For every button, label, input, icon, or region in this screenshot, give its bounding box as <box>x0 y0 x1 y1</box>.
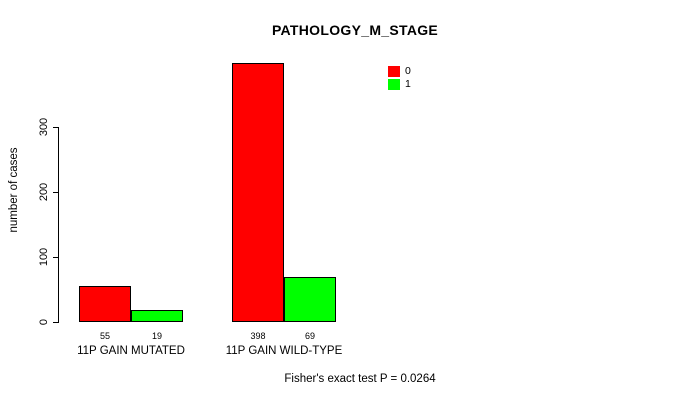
y-tick-label: 100 <box>38 247 50 267</box>
bar-count-label: 55 <box>99 331 110 341</box>
bar-1-2 <box>284 277 336 322</box>
legend-label: 1 <box>405 78 411 90</box>
bar-count-label: 19 <box>151 331 162 341</box>
chart-title: PATHOLOGY_M_STAGE <box>271 22 439 38</box>
bar-count-label: 398 <box>250 331 266 341</box>
legend-swatch-0 <box>388 66 400 77</box>
legend-item: 0 <box>388 65 411 78</box>
y-axis-line <box>58 127 59 323</box>
category-label: 11P GAIN MUTATED <box>77 345 185 357</box>
y-tick-label: 300 <box>38 117 50 137</box>
y-tick-mark <box>53 127 58 128</box>
bar-0-1 <box>79 286 131 322</box>
legend-label: 0 <box>405 65 411 77</box>
bar-0-2 <box>232 63 284 322</box>
bar-count-label: 69 <box>304 331 315 341</box>
category-label: 11P GAIN WILD-TYPE <box>225 345 343 357</box>
legend-item: 1 <box>388 78 411 91</box>
stat-annotation: Fisher's exact test P = 0.0264 <box>284 373 436 385</box>
y-tick-mark <box>53 257 58 258</box>
bar-1-1 <box>131 310 183 322</box>
y-tick-mark <box>53 192 58 193</box>
y-tick-mark <box>53 322 58 323</box>
legend-swatch-1 <box>388 79 400 90</box>
y-axis-title: number of cases <box>8 147 20 233</box>
y-tick-label: 200 <box>38 182 50 202</box>
y-tick-label: 0 <box>38 318 50 326</box>
